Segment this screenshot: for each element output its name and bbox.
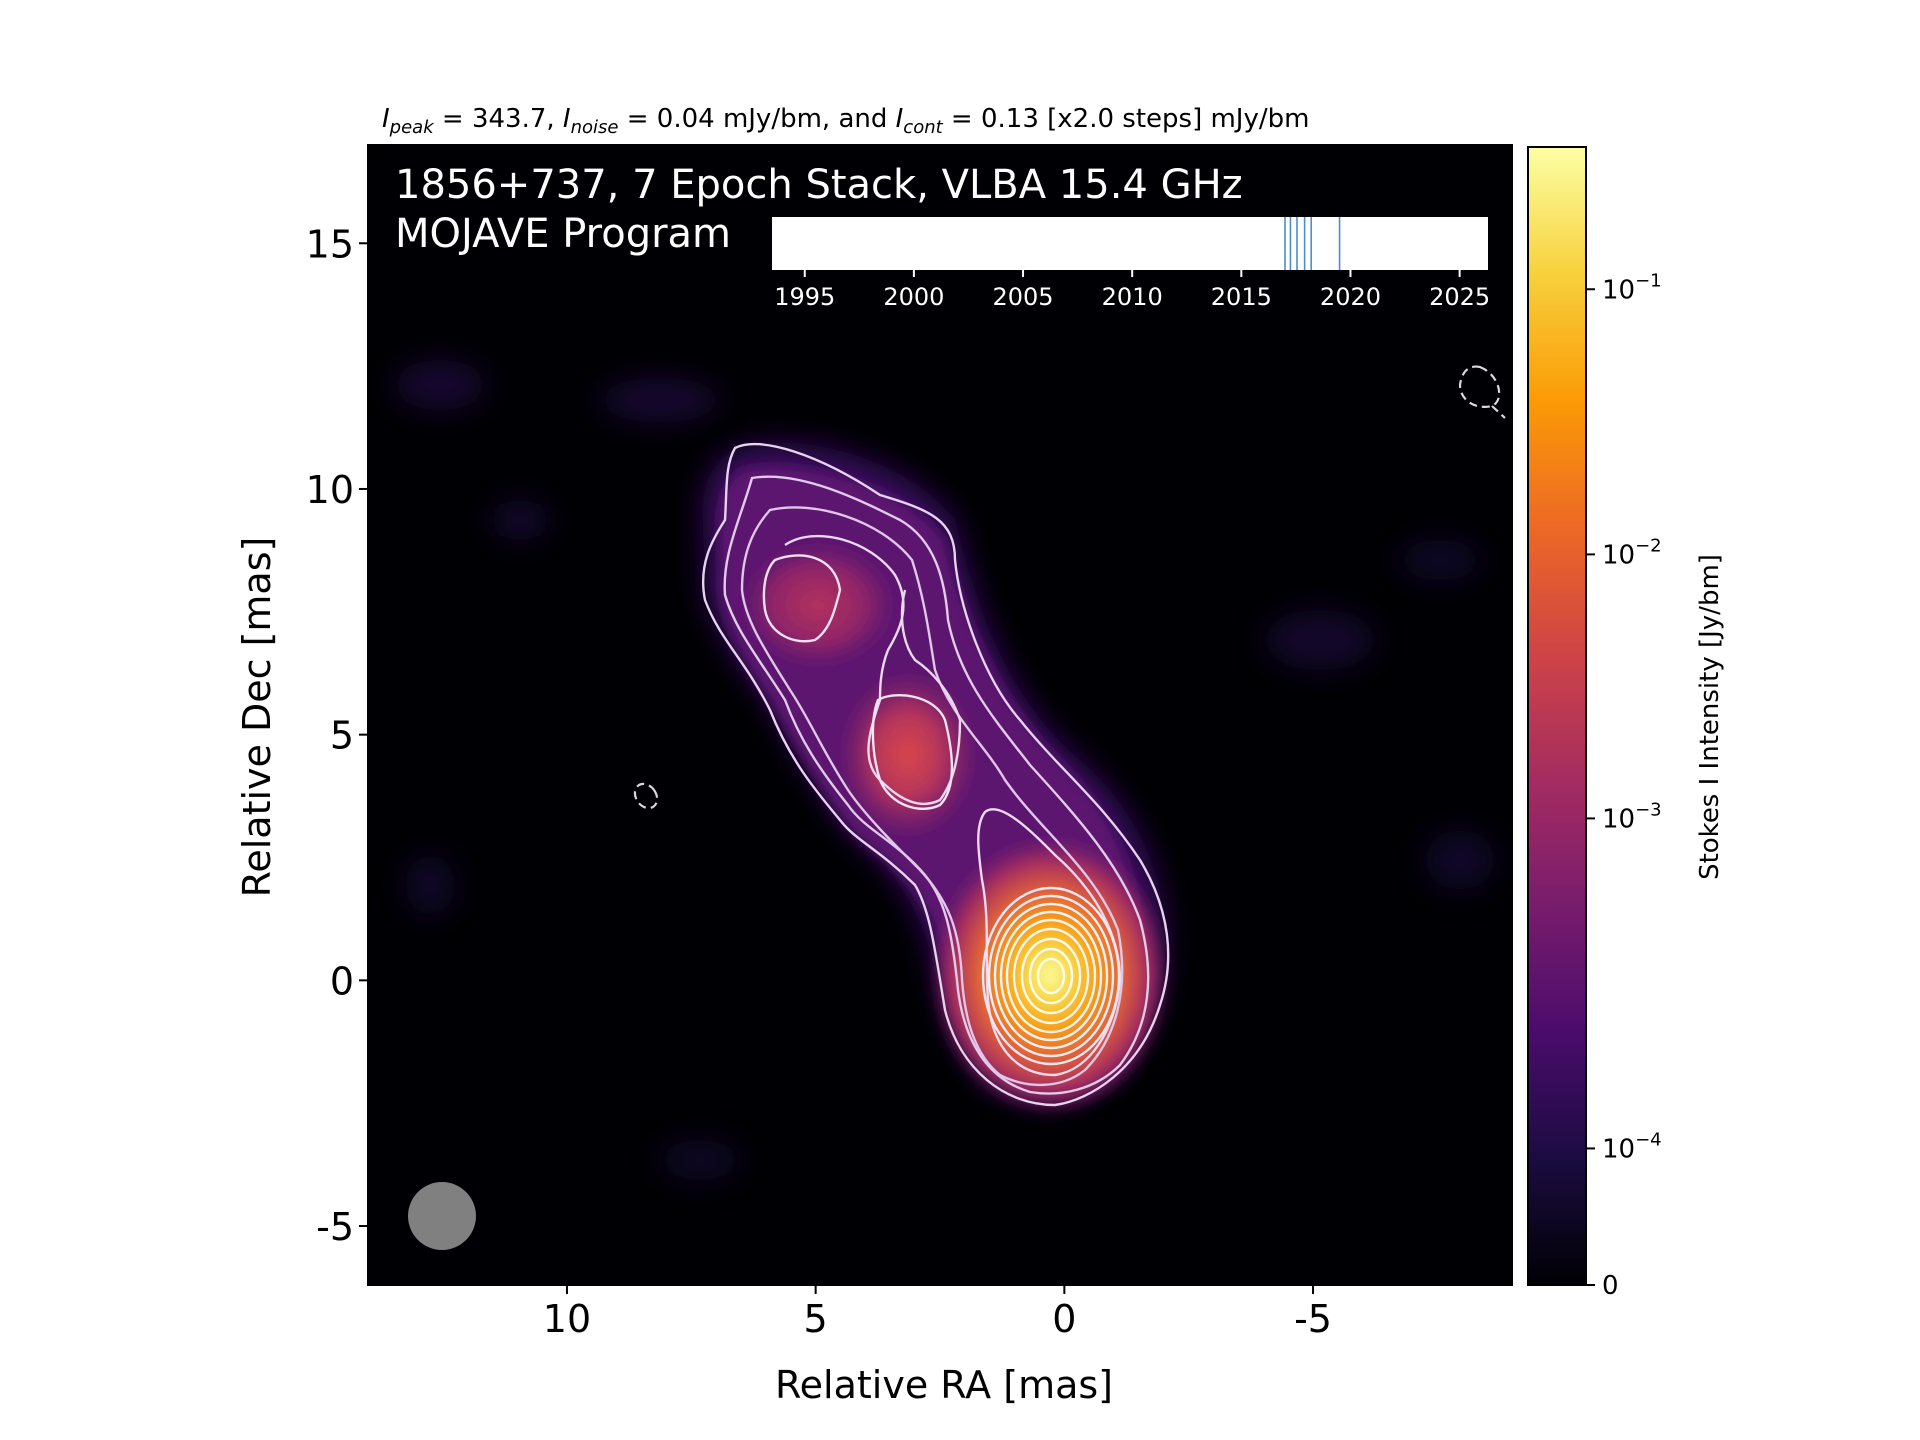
- colorbar-label: Stokes I Intensity [Jy/bm]: [1695, 554, 1725, 880]
- x-axis-label: Relative RA [mas]: [775, 1363, 1113, 1407]
- epoch-tick-label: 1995: [774, 283, 835, 311]
- epoch-tick-label: 2015: [1211, 283, 1272, 311]
- negative-contours: [633, 365, 1506, 810]
- x-tick-label: -5: [1294, 1297, 1332, 1341]
- header-stats: Ipeak = 343.7, Inoise = 0.04 mJy/bm, and…: [382, 104, 1309, 138]
- y-axis: -5 0 5 10 15: [306, 222, 368, 1249]
- colorbar-tick-label: 10−1: [1602, 270, 1662, 305]
- colorbar-ticks: 10−1 10−2 10−3 10−4 0: [1586, 270, 1662, 1301]
- y-tick-label: 10: [306, 468, 354, 512]
- colorbar: 10−1 10−2 10−3 10−4 0 Stokes I Intensity [Jy…: [1527, 146, 1725, 1301]
- y-tick-label: -5: [316, 1205, 354, 1249]
- colorbar-tick-label: 10−2: [1602, 535, 1662, 570]
- colorbar-tick-label: 10−4: [1602, 1129, 1662, 1164]
- x-tick-label: 5: [804, 1297, 828, 1341]
- epoch-tick-label: 2005: [992, 283, 1053, 311]
- colorbar-tick-label: 0: [1602, 1271, 1619, 1301]
- x-axis: 10 5 0 -5: [543, 1285, 1332, 1341]
- beam-ellipse: [408, 1182, 476, 1250]
- epoch-axis: 1995 2000 2005 2010 2015 2020 2025: [774, 270, 1490, 311]
- jet-emission: [702, 442, 1170, 1115]
- epoch-tick-label: 2020: [1320, 283, 1381, 311]
- epoch-timeline: 1995 2000 2005 2010 2015 2020 2025: [772, 217, 1490, 311]
- colorbar-tick-label: 10−3: [1602, 799, 1662, 834]
- y-axis-label: Relative Dec [mas]: [235, 537, 279, 898]
- contour-outer: [701, 442, 1170, 1107]
- epoch-tick-label: 2010: [1102, 283, 1163, 311]
- y-tick-label: 0: [330, 959, 354, 1003]
- epoch-markers: [1284, 217, 1341, 270]
- y-tick-label: 5: [330, 714, 354, 758]
- chart-title: 1856+737, 7 Epoch Stack, VLBA 15.4 GHz: [395, 162, 1243, 208]
- chart-subtitle: MOJAVE Program: [395, 211, 731, 257]
- epoch-timeline-box: [772, 217, 1488, 270]
- image-panel: 1856+737, 7 Epoch Stack, VLBA 15.4 GHz M…: [235, 144, 1513, 1407]
- colorbar-gradient: [1527, 146, 1587, 1286]
- background-noise: [395, 360, 1495, 1180]
- x-tick-label: 10: [543, 1297, 591, 1341]
- epoch-tick-label: 2000: [883, 283, 944, 311]
- x-tick-label: 0: [1052, 1297, 1076, 1341]
- plot-frame: [367, 144, 1513, 1286]
- y-tick-label: 15: [306, 222, 354, 266]
- contours: [701, 442, 1170, 1107]
- epoch-tick-label: 2025: [1429, 283, 1490, 311]
